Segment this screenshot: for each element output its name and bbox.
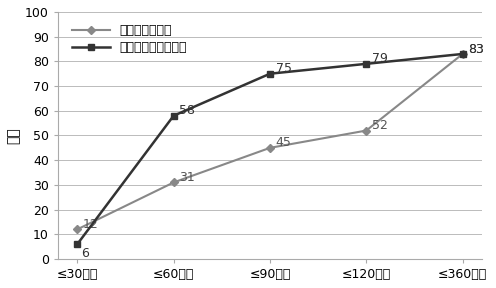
Text: 52: 52 <box>372 119 388 132</box>
Text: 6: 6 <box>81 247 89 260</box>
动态比浊法反应曲线 <box>267 72 273 75</box>
动态比浊法反应曲线 <box>74 242 80 246</box>
Text: 12: 12 <box>83 218 99 231</box>
Text: 58: 58 <box>179 104 195 117</box>
Line: 试管法反应曲线: 试管法反应曲线 <box>74 51 465 232</box>
试管法反应曲线 <box>267 146 273 149</box>
动态比浊法反应曲线 <box>460 52 466 56</box>
Text: 83: 83 <box>468 43 484 56</box>
Line: 动态比浊法反应曲线: 动态比浊法反应曲线 <box>74 50 466 248</box>
Text: 83: 83 <box>468 43 484 56</box>
Legend: 试管法反应曲线, 动态比浊法反应曲线: 试管法反应曲线, 动态比浊法反应曲线 <box>68 21 191 58</box>
试管法反应曲线 <box>171 181 177 184</box>
试管法反应曲线 <box>364 129 370 132</box>
Text: 31: 31 <box>179 171 195 184</box>
动态比浊法反应曲线 <box>171 114 177 118</box>
试管法反应曲线 <box>460 52 466 56</box>
Text: 79: 79 <box>372 52 388 65</box>
Text: 75: 75 <box>275 62 292 75</box>
Text: 45: 45 <box>275 137 291 149</box>
动态比浊法反应曲线 <box>364 62 370 66</box>
试管法反应曲线 <box>74 228 80 231</box>
Y-axis label: 株数: 株数 <box>7 127 21 144</box>
